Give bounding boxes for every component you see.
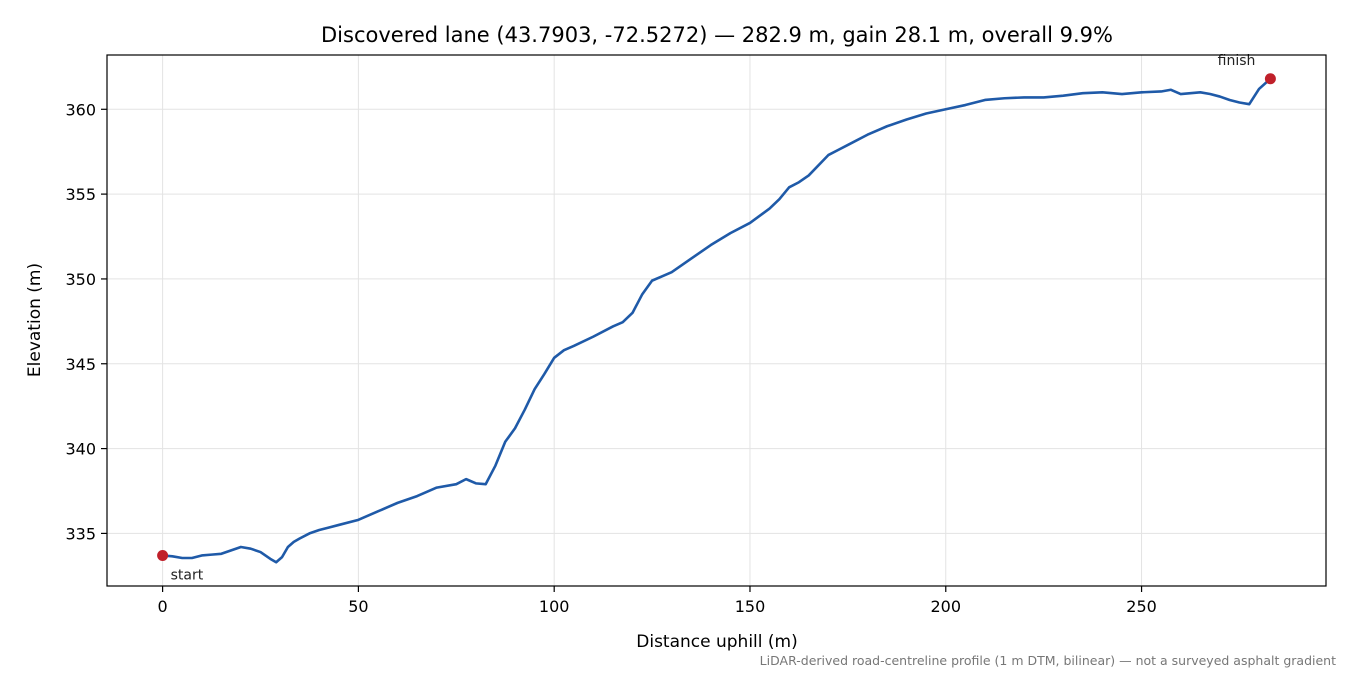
x-tick-label: 200 xyxy=(930,597,961,616)
x-tick-label: 100 xyxy=(539,597,570,616)
series-layer: start finish xyxy=(157,53,1276,583)
y-tick-label: 355 xyxy=(65,185,96,204)
finish-marker xyxy=(1264,73,1276,85)
start-label: start xyxy=(171,567,204,583)
start-marker xyxy=(157,549,169,561)
grid-lines xyxy=(107,55,1326,586)
footnote: LiDAR-derived road-centreline profile (1… xyxy=(760,653,1336,668)
x-tick-label: 50 xyxy=(348,597,368,616)
y-axis-label: Elevation (m) xyxy=(25,263,45,377)
x-axis-label: Distance uphill (m) xyxy=(636,632,797,652)
plot-frame xyxy=(106,54,1327,587)
y-tick-label: 340 xyxy=(65,440,96,459)
finish-label: finish xyxy=(1218,53,1256,69)
chart-title: Discovered lane (43.7903, -72.5272) — 28… xyxy=(321,23,1113,47)
y-tick-label: 350 xyxy=(65,270,96,289)
axis-ticks: 0 50 100 150 200 250 335 340 345 350 355 360 xyxy=(65,100,1156,616)
x-tick-label: 250 xyxy=(1126,597,1157,616)
y-tick-label: 345 xyxy=(65,355,96,374)
x-tick-label: 0 xyxy=(158,597,168,616)
y-tick-label: 360 xyxy=(65,100,96,119)
y-tick-label: 335 xyxy=(65,524,96,543)
elevation-line xyxy=(161,77,1272,564)
x-tick-label: 150 xyxy=(735,597,766,616)
